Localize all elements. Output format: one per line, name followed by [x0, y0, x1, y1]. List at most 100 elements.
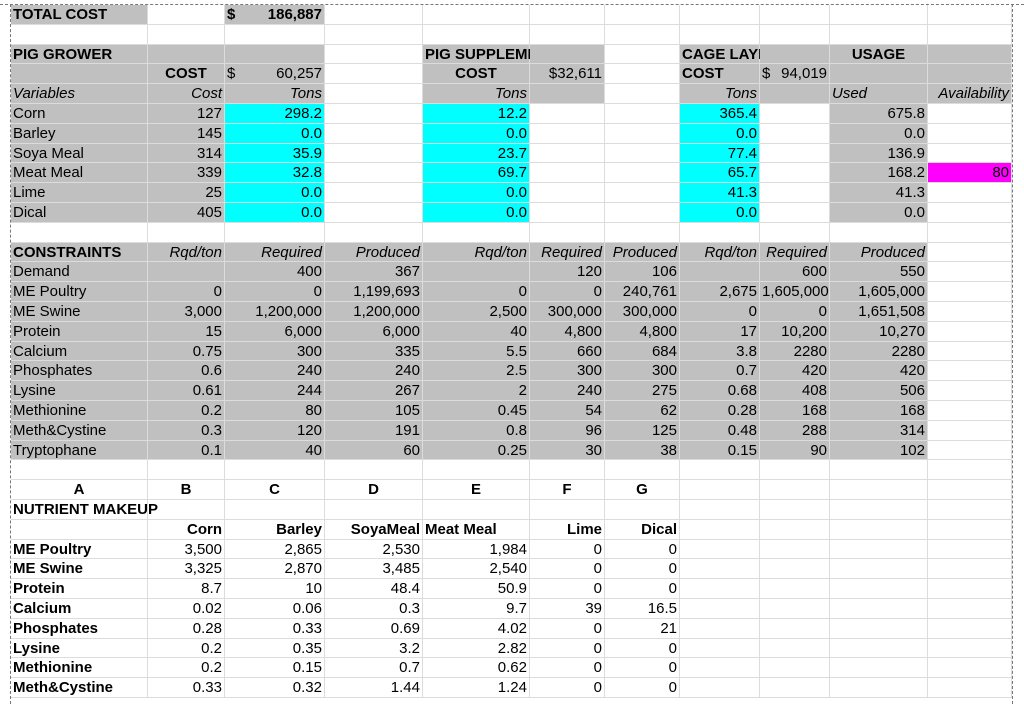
cell: 191 [325, 420, 423, 441]
cell [928, 420, 1012, 441]
cell [605, 24, 680, 45]
cell: Used [830, 84, 928, 104]
cell [423, 500, 530, 520]
cell [680, 579, 760, 599]
cell: 0.7 [325, 658, 423, 679]
cell: 120 [530, 262, 605, 283]
cell: 684 [605, 341, 680, 362]
cell: 54 [530, 401, 605, 421]
cell: 0.69 [325, 618, 423, 639]
cell: 0 [605, 579, 680, 599]
cell [605, 44, 680, 65]
cell: B [148, 480, 225, 500]
cell [680, 599, 760, 619]
cell: 0.2 [148, 401, 225, 421]
cell [325, 143, 423, 164]
cell: 32.8 [225, 163, 325, 184]
cell: 0 [530, 559, 605, 580]
cell: 41.3 [680, 183, 760, 203]
cell: 0 [530, 539, 605, 560]
cell: 1,605,000 [760, 282, 830, 302]
cell [225, 222, 325, 243]
cell: 62 [605, 401, 680, 421]
cell: 0 [680, 302, 760, 322]
cell [325, 500, 423, 520]
cell: 6,000 [325, 321, 423, 342]
cell: 1,984 [423, 539, 530, 560]
cell: 0 [605, 658, 680, 679]
cell: 3,000 [148, 302, 225, 322]
cell: Methionine [11, 658, 148, 679]
cell: Variables [11, 84, 148, 104]
cell [760, 203, 830, 223]
cell: 0.28 [680, 401, 760, 421]
cell: 77.4 [680, 143, 760, 164]
cell [605, 500, 680, 520]
cell: Methionine [11, 401, 148, 421]
cell: 5.5 [423, 341, 530, 362]
cell [760, 84, 830, 104]
cell [830, 519, 928, 540]
cell [225, 500, 325, 520]
cell [325, 104, 423, 124]
cell: 0.0 [423, 183, 530, 203]
cell: 136.9 [830, 143, 928, 164]
cell: Produced [325, 242, 423, 263]
cell [760, 143, 830, 164]
cell: ME Swine [11, 559, 148, 580]
cell [830, 579, 928, 599]
cell: Demand [11, 262, 148, 283]
cell: 1,199,693 [325, 282, 423, 302]
cell: Tons [680, 84, 760, 104]
cell: 0.2 [148, 638, 225, 659]
cell: 0.61 [148, 381, 225, 401]
cell: 1.44 [325, 678, 423, 698]
cell: 298.2 [225, 104, 325, 124]
cell: 0 [605, 638, 680, 659]
cell: 300 [225, 341, 325, 362]
cell [605, 123, 680, 144]
cell: 2.5 [423, 361, 530, 382]
cell [11, 519, 148, 540]
cell [760, 44, 830, 65]
cell: 96 [530, 420, 605, 441]
cell [325, 222, 423, 243]
cell [423, 5, 530, 25]
cell: 16.5 [605, 599, 680, 619]
cell [680, 480, 760, 500]
cell [928, 302, 1012, 322]
cell: ME Poultry [11, 282, 148, 302]
cell [148, 44, 225, 65]
cell [928, 222, 1012, 243]
cell: 365.4 [680, 104, 760, 124]
cell [928, 361, 1012, 382]
cell [325, 460, 423, 481]
cell [605, 163, 680, 184]
cell [830, 64, 928, 85]
cell: 35.9 [225, 143, 325, 164]
cell: 240 [325, 361, 423, 382]
cell: 10,200 [760, 321, 830, 342]
cell [680, 500, 760, 520]
cell: Dical [605, 519, 680, 540]
cell [830, 559, 928, 580]
cell [605, 84, 680, 104]
cell: Tons [225, 84, 325, 104]
cell [760, 222, 830, 243]
cell [928, 638, 1012, 659]
cell: 69.7 [423, 163, 530, 184]
cell [928, 203, 1012, 223]
cell: 660 [530, 341, 605, 362]
cell [148, 460, 225, 481]
cell: 4,800 [605, 321, 680, 342]
cell [928, 262, 1012, 283]
cell: 23.7 [423, 143, 530, 164]
cell: Soya Meal [11, 143, 148, 164]
cell [928, 123, 1012, 144]
cell [760, 163, 830, 184]
cell [605, 460, 680, 481]
cell: 0.0 [423, 203, 530, 223]
cell: 3.2 [325, 638, 423, 659]
cell: PIG SUPPLEMENT [423, 44, 558, 65]
cell: Phosphates [11, 618, 148, 639]
